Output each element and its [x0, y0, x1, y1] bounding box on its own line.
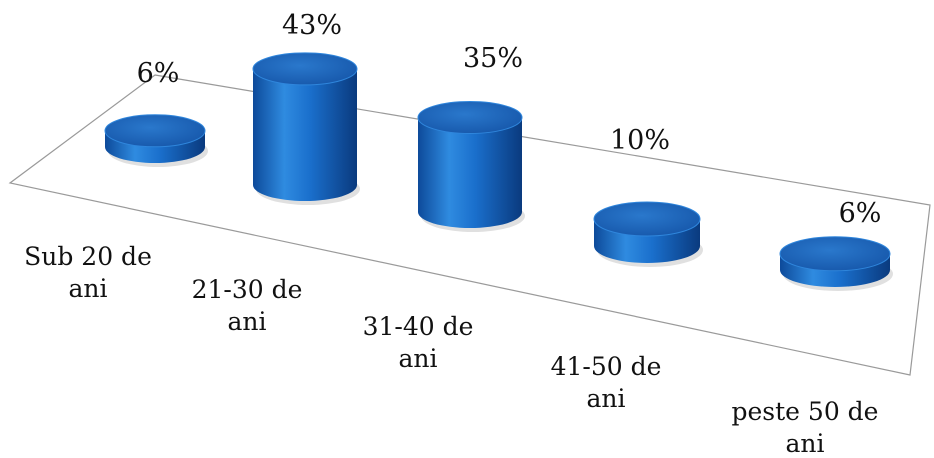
bar-body	[253, 68, 357, 202]
bar-1	[104, 114, 208, 167]
floor-plane	[8, 74, 931, 376]
category-label-3-line-1: 31-40 de	[363, 312, 474, 341]
bar-top	[252, 52, 358, 86]
bar-body	[418, 117, 522, 228]
data-label-4: 10%	[610, 125, 670, 156]
bar-top	[779, 236, 891, 272]
category-label-2-line-2: ani	[227, 307, 266, 336]
category-label-1-line-1: Sub 20 de	[24, 242, 152, 271]
bar-5	[779, 236, 893, 291]
data-labels-layer: 6% 43% 35% 10% 6%	[137, 10, 882, 229]
floor-outline	[8, 74, 931, 376]
category-label-5-line-1: peste 50 de	[732, 397, 879, 426]
category-label-1-line-2: ani	[68, 274, 107, 303]
data-label-1: 6%	[137, 58, 180, 89]
category-labels-layer: Sub 20 de ani 21-30 de ani 31-40 de ani 41-50 …	[24, 242, 878, 458]
category-label-2-line-1: 21-30 de	[192, 275, 303, 304]
category-label-3-line-2: ani	[398, 344, 437, 373]
bar-4	[593, 201, 703, 267]
category-label-4-line-1: 41-50 de	[551, 352, 662, 381]
bar-3	[417, 101, 525, 232]
bar-2	[252, 52, 360, 205]
bar-top	[593, 201, 701, 237]
data-label-5: 6%	[839, 198, 882, 229]
data-label-2: 43%	[282, 10, 342, 41]
data-label-3: 35%	[463, 43, 523, 74]
category-label-5-line-2: ani	[785, 429, 824, 458]
category-label-4-line-2: ani	[586, 384, 625, 413]
bar-top	[417, 101, 523, 134]
bars-layer	[104, 52, 893, 291]
bar-top	[104, 114, 206, 148]
